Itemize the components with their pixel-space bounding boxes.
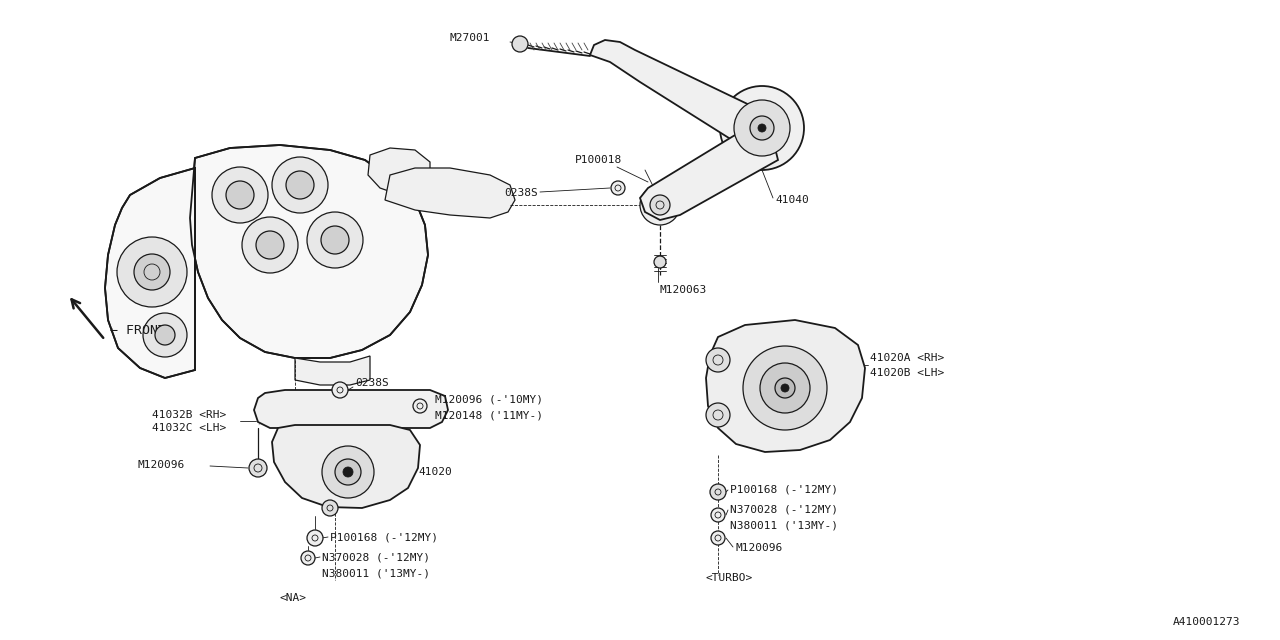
Text: M120096: M120096 [735, 543, 782, 553]
Circle shape [307, 530, 323, 546]
Circle shape [242, 217, 298, 273]
Text: M120063: M120063 [660, 285, 708, 295]
Text: 41020A <RH>: 41020A <RH> [870, 353, 945, 363]
Circle shape [650, 195, 669, 215]
Circle shape [611, 181, 625, 195]
Polygon shape [105, 168, 195, 378]
Text: 41020B <LH>: 41020B <LH> [870, 368, 945, 378]
Circle shape [227, 181, 253, 209]
Polygon shape [640, 132, 778, 220]
Circle shape [256, 231, 284, 259]
Circle shape [413, 399, 428, 413]
Circle shape [654, 256, 666, 268]
Text: 0238S: 0238S [355, 378, 389, 388]
Circle shape [774, 378, 795, 398]
Polygon shape [189, 145, 428, 358]
Circle shape [710, 484, 726, 500]
Polygon shape [294, 356, 370, 385]
Circle shape [343, 467, 353, 477]
Circle shape [323, 500, 338, 516]
Circle shape [321, 226, 349, 254]
Circle shape [710, 508, 724, 522]
Circle shape [719, 86, 804, 170]
Circle shape [250, 459, 268, 477]
Text: 41040: 41040 [774, 195, 809, 205]
Circle shape [143, 313, 187, 357]
Text: 41020: 41020 [419, 467, 452, 477]
Polygon shape [590, 40, 774, 148]
Text: M120096 (-'10MY): M120096 (-'10MY) [435, 395, 543, 405]
Circle shape [116, 237, 187, 307]
Polygon shape [369, 148, 430, 195]
Circle shape [155, 325, 175, 345]
Circle shape [335, 459, 361, 485]
Text: M120148 ('11MY-): M120148 ('11MY-) [435, 410, 543, 420]
Circle shape [742, 346, 827, 430]
Circle shape [758, 124, 765, 132]
Text: A410001273: A410001273 [1172, 617, 1240, 627]
Circle shape [512, 36, 529, 52]
Polygon shape [253, 390, 448, 428]
Circle shape [273, 157, 328, 213]
Circle shape [323, 446, 374, 498]
Circle shape [750, 116, 774, 140]
Text: N370028 (-'12MY): N370028 (-'12MY) [730, 505, 838, 515]
Text: M120096: M120096 [138, 460, 186, 470]
Circle shape [212, 167, 268, 223]
Circle shape [781, 384, 788, 392]
Text: P100018: P100018 [575, 155, 622, 165]
Circle shape [710, 531, 724, 545]
Circle shape [301, 551, 315, 565]
Circle shape [640, 185, 680, 225]
Circle shape [332, 382, 348, 398]
Circle shape [707, 403, 730, 427]
Text: N370028 (-'12MY): N370028 (-'12MY) [323, 553, 430, 563]
Circle shape [285, 171, 314, 199]
Polygon shape [273, 425, 420, 508]
Text: P100168 (-'12MY): P100168 (-'12MY) [330, 533, 438, 543]
Circle shape [760, 363, 810, 413]
Text: 0238S: 0238S [504, 188, 538, 198]
Circle shape [707, 348, 730, 372]
Circle shape [733, 100, 790, 156]
Text: 41032C <LH>: 41032C <LH> [152, 423, 227, 433]
Text: <NA>: <NA> [280, 593, 307, 603]
Text: 41032B <RH>: 41032B <RH> [152, 410, 227, 420]
Text: N380011 ('13MY-): N380011 ('13MY-) [323, 568, 430, 578]
Text: ← FRONT: ← FRONT [110, 323, 166, 337]
Text: P100168 (-'12MY): P100168 (-'12MY) [730, 485, 838, 495]
Polygon shape [707, 320, 865, 452]
Circle shape [307, 212, 364, 268]
Text: <TURBO>: <TURBO> [707, 573, 753, 583]
Text: N380011 ('13MY-): N380011 ('13MY-) [730, 520, 838, 530]
Circle shape [134, 254, 170, 290]
Text: M27001: M27001 [451, 33, 490, 43]
Polygon shape [385, 168, 515, 218]
